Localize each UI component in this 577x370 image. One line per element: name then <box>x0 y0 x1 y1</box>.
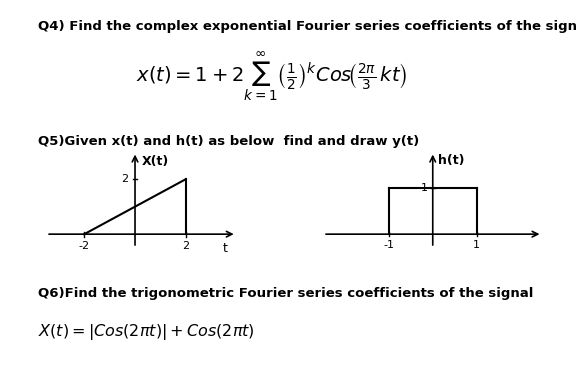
Text: h(t): h(t) <box>438 154 464 167</box>
Text: Q4) Find the complex exponential Fourier series coefficients of the signal below: Q4) Find the complex exponential Fourier… <box>38 20 577 33</box>
Text: Q5)Given x(t) and h(t) as below  find and draw y(t): Q5)Given x(t) and h(t) as below find and… <box>38 135 419 148</box>
Text: 1: 1 <box>421 184 428 194</box>
Text: -1: -1 <box>383 240 395 250</box>
Text: 1: 1 <box>473 240 480 250</box>
Text: 2: 2 <box>182 241 189 251</box>
Text: 2: 2 <box>122 174 129 184</box>
Text: $X(t)=|Cos(2\pi t)| + Cos(2\pi t)$: $X(t)=|Cos(2\pi t)| + Cos(2\pi t)$ <box>38 322 254 342</box>
Text: Q6)Find the trigonometric Fourier series coefficients of the signal: Q6)Find the trigonometric Fourier series… <box>38 287 533 300</box>
Text: X(t): X(t) <box>141 155 168 168</box>
Text: $x(t) = 1 + 2\sum_{k=1}^{\infty}\left(\frac{1}{2}\right)^{k}Cos\!\left(\frac{2\p: $x(t) = 1 + 2\sum_{k=1}^{\infty}\left(\f… <box>136 49 407 103</box>
Text: -2: -2 <box>78 241 90 251</box>
Text: t: t <box>223 242 227 255</box>
